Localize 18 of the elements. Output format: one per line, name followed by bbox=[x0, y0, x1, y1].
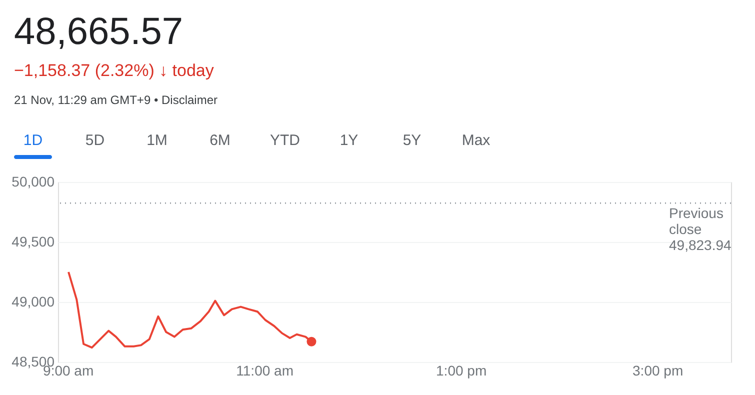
text: 6M bbox=[210, 132, 230, 149]
text: YTD bbox=[270, 132, 300, 149]
text: 1D bbox=[23, 132, 43, 149]
x-tick-label: 3:00 pm bbox=[632, 362, 684, 378]
x-tick-label: 1:00 pm bbox=[436, 362, 487, 378]
y-tick-label: 50,000 bbox=[12, 174, 55, 190]
chart-subtitle: −1,158.37 (2.32%) ↓ today bbox=[14, 61, 214, 80]
x-tick-label: 11:00 am bbox=[236, 362, 294, 378]
text: Max bbox=[462, 132, 491, 149]
text: 1Y bbox=[340, 132, 358, 149]
y-tick-label: 49,000 bbox=[12, 294, 55, 310]
chart-title: 48,665.57 bbox=[14, 11, 184, 53]
text: 21 Nov, 11:29 am GMT+9 • Disclaimer bbox=[14, 93, 218, 107]
text: 5D bbox=[85, 132, 105, 149]
ref-line-label: Previous close 49,823.94 bbox=[669, 205, 732, 254]
text: 5Y bbox=[402, 132, 422, 149]
text: 1M bbox=[146, 132, 168, 149]
y-tick-label: 49,500 bbox=[12, 234, 55, 250]
